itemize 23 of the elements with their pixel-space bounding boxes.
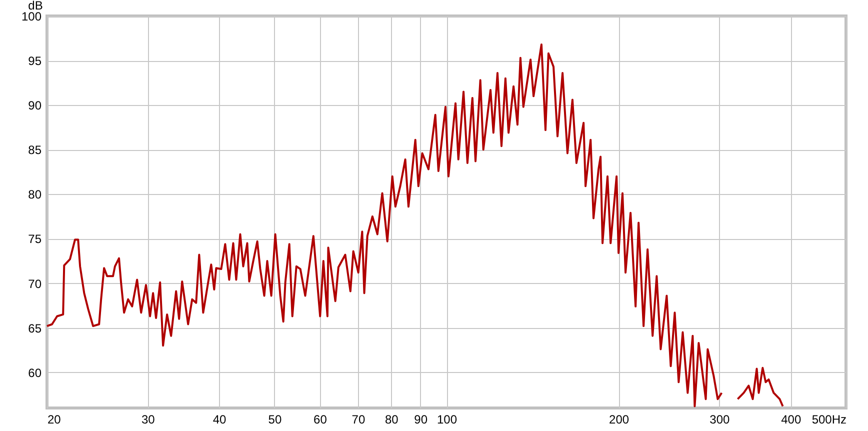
x-tick-label: 80 — [384, 412, 399, 426]
x-tick-label: 30 — [141, 412, 156, 426]
y-tick-label: 100 — [21, 10, 42, 24]
y-tick-label: 80 — [28, 188, 42, 202]
x-tick-label: 20 — [48, 412, 62, 426]
x-tick-label: 90 — [414, 412, 428, 426]
x-tick-label: 300 — [710, 412, 730, 426]
y-tick-label: 65 — [28, 321, 42, 336]
y-tick-label: 95 — [28, 54, 42, 68]
y-tick-label: 85 — [28, 143, 42, 158]
y-tick-label: 90 — [28, 98, 42, 113]
y-tick-label: 60 — [28, 366, 42, 380]
x-tick-label: 60 — [314, 412, 328, 426]
x-tick-label: 100 — [436, 412, 458, 426]
x-tick-label: 500Hz — [812, 412, 846, 426]
x-tick-label: 200 — [609, 412, 630, 426]
y-tick-label: 75 — [28, 232, 42, 246]
x-tick-label: 400 — [781, 412, 802, 426]
y-tick-label: 70 — [28, 276, 42, 291]
x-tick-label: 40 — [212, 412, 227, 426]
x-tick-label: 70 — [352, 412, 366, 426]
x-tick-label: 50 — [268, 412, 282, 426]
y-axis-title: dB — [28, 0, 43, 12]
